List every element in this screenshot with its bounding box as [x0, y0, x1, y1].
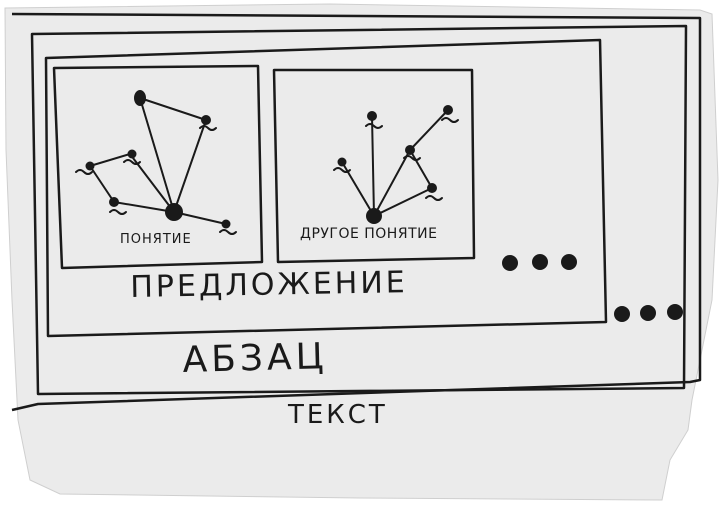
paragraph-frame	[30, 24, 688, 396]
graph-2-edge	[409, 149, 433, 189]
graph-1-squiggle	[109, 209, 127, 215]
paragraph-continuation-dots	[614, 304, 683, 322]
paragraph-label: АБЗАЦ	[182, 336, 329, 381]
paper-background	[4, 3, 719, 501]
concept-label-1: ПОНЯТИЕ	[120, 232, 192, 247]
graph-1-edge	[139, 97, 207, 121]
graph-1-squiggle	[219, 229, 237, 235]
dot	[640, 305, 656, 321]
dot	[502, 255, 518, 271]
graph-1-center-node	[165, 203, 183, 221]
text-label: ТЕКСТ	[288, 400, 388, 430]
graph-1-node	[127, 149, 137, 159]
graph-1-squiggle	[199, 125, 217, 131]
graph-1-edge	[173, 119, 207, 213]
graph-2-center-node	[366, 208, 382, 224]
concept-box-2	[272, 68, 476, 264]
graph-2-node	[337, 157, 347, 167]
graph-2-squiggle	[333, 167, 351, 173]
graph-2-node	[405, 145, 415, 155]
graph-2-squiggle	[403, 155, 421, 161]
graph-2-edge	[373, 149, 411, 217]
graph-2-edge	[409, 109, 449, 151]
graph-1-node	[221, 219, 231, 229]
concept-graph-1	[75, 97, 237, 235]
dot	[614, 306, 630, 322]
graph-1-edge	[139, 97, 175, 213]
graph-1-edge	[89, 153, 131, 167]
text-frame	[11, 12, 702, 412]
concept-box-1	[52, 64, 264, 270]
graph-1-edge	[113, 201, 175, 213]
graph-1-squiggle	[123, 159, 141, 165]
graph-2-squiggle	[425, 195, 443, 201]
graph-1-node	[134, 90, 146, 106]
dot	[561, 254, 577, 270]
concept-graph-1-nodes	[85, 90, 231, 229]
graph-2-edge	[371, 115, 375, 217]
graph-2-node	[367, 111, 377, 121]
concept-label-2: ДРУГОЕ ПОНЯТИЕ	[300, 226, 438, 242]
sentence-frame	[44, 38, 608, 338]
graph-1-node	[85, 161, 95, 171]
dot	[532, 254, 548, 270]
graph-2-node	[427, 183, 437, 193]
concept-graph-2	[333, 109, 459, 217]
concept-graph-2-nodes	[337, 105, 453, 224]
graph-1-node	[109, 197, 119, 207]
graph-2-squiggle	[365, 123, 383, 129]
graph-2-edge	[373, 187, 433, 217]
sentence-label: ПРЕДЛОЖЕНИЕ	[130, 265, 409, 305]
sentence-continuation-dots	[502, 254, 577, 271]
dot	[667, 304, 683, 320]
graph-1-node	[201, 115, 211, 125]
graph-2-squiggle	[441, 117, 459, 123]
graph-2-node	[443, 105, 453, 115]
graph-1-squiggle	[75, 169, 93, 175]
graph-1-edge	[89, 165, 115, 203]
